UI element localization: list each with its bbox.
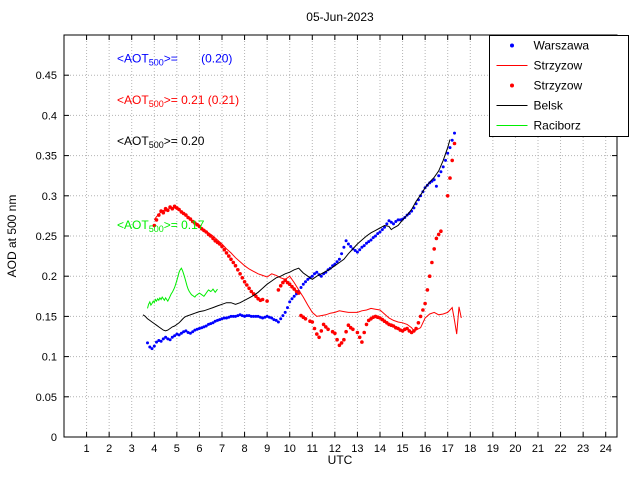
x-tick-label: 19	[487, 443, 499, 455]
legend-label-strzyzow-2: Strzyzow	[534, 79, 583, 93]
x-tick-label: 3	[129, 443, 135, 455]
legend-label-belsk-3: Belsk	[534, 99, 564, 113]
y-tick-label: 0.45	[36, 70, 57, 82]
x-tick-label: 16	[419, 443, 431, 455]
x-tick-label: 12	[329, 443, 341, 455]
mean-annotation-raciborz-mean: <AOT500>= 0.17	[117, 218, 205, 234]
x-tick-label: 4	[151, 443, 157, 455]
legend-label-raciborz-4: Raciborz	[534, 119, 581, 133]
legend-label-warszawa-0: Warszawa	[534, 39, 590, 53]
x-tick-label: 6	[196, 443, 202, 455]
x-tick-label: 24	[600, 443, 612, 455]
y-tick-label: 0.35	[36, 151, 57, 163]
series-belsk-3-line	[142, 139, 451, 332]
x-tick-label: 22	[554, 443, 566, 455]
x-tick-label: 20	[509, 443, 521, 455]
legend-sample-marker-0	[510, 43, 514, 48]
y-tick-label: 0.1	[42, 352, 57, 364]
x-tick-label: 7	[219, 443, 225, 455]
x-tick-label: 21	[532, 443, 544, 455]
x-tick-label: 23	[577, 443, 589, 455]
x-axis-label: UTC	[328, 453, 353, 467]
x-tick-label: 15	[396, 443, 408, 455]
x-tick-label: 5	[174, 443, 180, 455]
x-tick-label: 8	[242, 443, 248, 455]
y-tick-label: 0.4	[42, 110, 57, 122]
series-raciborz-4-line	[147, 267, 218, 309]
y-tick-label: 0.25	[36, 231, 57, 243]
mean-annotation-belsk-mean: <AOT500>= 0.20	[117, 134, 205, 150]
chart-title: 05-Jun-2023	[306, 10, 374, 24]
x-tick-label: 14	[374, 443, 386, 455]
x-tick-label: 1	[84, 443, 90, 455]
y-axis-label: AOD at 500 nm	[5, 195, 19, 278]
x-tick-label: 11	[307, 443, 318, 455]
y-tick-label: 0	[51, 432, 57, 444]
y-tick-label: 0.15	[36, 311, 57, 323]
y-tick-label: 0.3	[42, 191, 57, 203]
legend: Warszawa Strzyzow Strzyzow Belsk Raciborz	[489, 35, 629, 137]
x-tick-label: 10	[284, 443, 296, 455]
series-strzyzow-2-dots	[152, 141, 457, 348]
legend-sample-marker-2	[510, 83, 514, 88]
mean-annotation-warszawa-mean: <AOT500>= (0.20)	[117, 51, 232, 67]
x-tick-label: 13	[351, 443, 363, 455]
x-tick-label: 17	[442, 443, 454, 455]
legend-label-strzyzow-1: Strzyzow	[534, 59, 583, 73]
x-tick-label: 9	[264, 443, 270, 455]
y-tick-label: 0.05	[36, 392, 57, 404]
x-tick-label: 18	[464, 443, 476, 455]
x-tick-label: 2	[106, 443, 112, 455]
mean-annotation-strzyzow-mean: <AOT500>= 0.21 (0.21)	[117, 93, 239, 109]
chart-generated-content: 1 2 3 4 5 6 7 8 9 10 11 12 13 14 15 16 17 18 19 20 21 22 23 240…	[36, 34, 629, 455]
y-tick-label: 0.2	[42, 271, 57, 283]
